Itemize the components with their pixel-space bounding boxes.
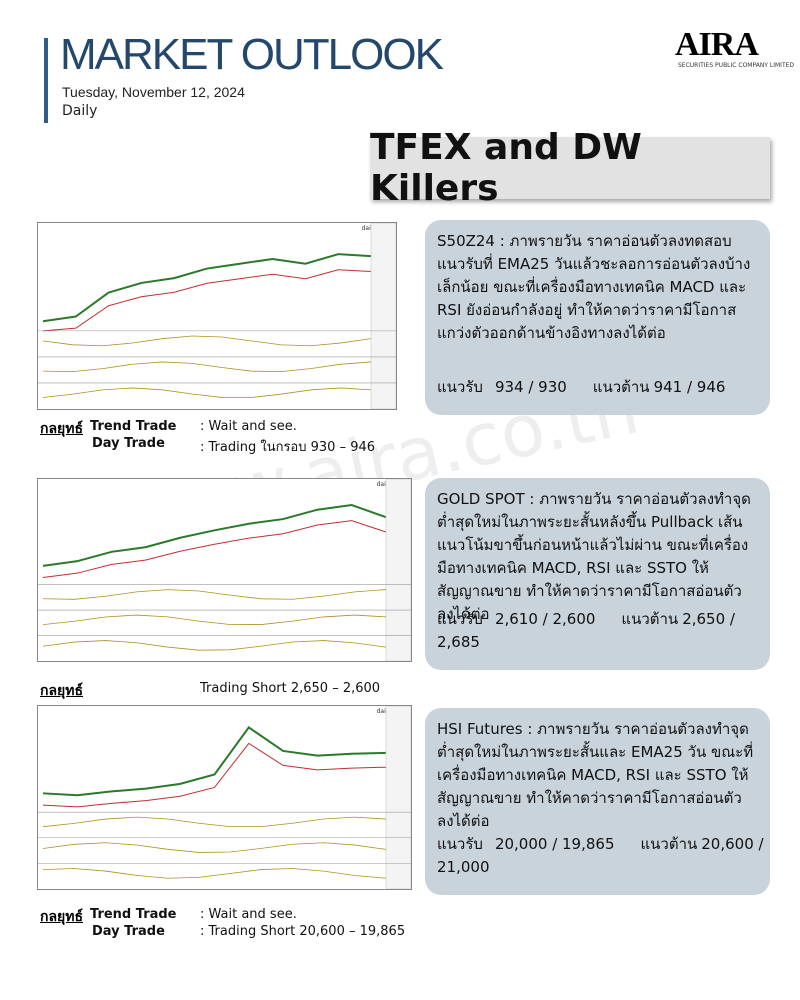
strategy-label: กลยุทธ์ <box>40 909 84 925</box>
support-label: แนวรับ <box>437 610 483 628</box>
chart-shape <box>370 223 396 409</box>
strategy-name: Day Trade <box>92 924 165 939</box>
chart-image: daily <box>37 478 412 662</box>
levels: แนวรับ 20,000 / 19,865 แนวต้าน 20,600 / 21,… <box>437 833 770 879</box>
chart-line <box>42 387 372 398</box>
chart-image: daily <box>37 705 412 890</box>
support: 934 / 930 <box>494 378 567 396</box>
strategy-label: กลยุทธ์ <box>40 683 84 699</box>
strategy-name: Trend Trade <box>90 907 177 922</box>
analysis-box: GOLD SPOT : ภาพรายวัน ราคาอ่อนตัวลงทำจุด… <box>425 478 770 670</box>
chart-image: daily <box>37 222 397 410</box>
resistance-label: แนวต้าน <box>592 378 650 396</box>
resistance-label: แนวต้าน <box>621 610 679 628</box>
logo: AIRA <box>675 26 759 63</box>
date: Tuesday, November 12, 2024 <box>62 84 245 100</box>
chart-drawing <box>38 479 411 661</box>
chart-line <box>42 816 387 828</box>
support-label: แนวรับ <box>437 378 483 396</box>
chart-shape <box>385 706 411 889</box>
chart-label: daily <box>361 225 376 232</box>
analysis-box: HSI Futures : ภาพรายวัน ราคาอ่อนตัวลงทำจ… <box>425 708 770 895</box>
title: MARKET OUTLOOK <box>60 30 444 79</box>
strategy-name: Day Trade <box>92 436 165 451</box>
strategy-text: : Wait and see. <box>200 907 297 922</box>
strategy-name: Trend Trade <box>90 419 177 434</box>
chart-line <box>42 726 387 797</box>
chart-line <box>42 842 387 853</box>
support: 2,610 / 2,600 <box>494 610 596 628</box>
analysis-text: GOLD SPOT : ภาพรายวัน ราคาอ่อนตัวลงทำจุด… <box>437 490 751 623</box>
chart-line <box>42 335 372 347</box>
strategy-text: : Wait and see. <box>200 419 297 434</box>
chart-line <box>42 589 387 600</box>
chart-line <box>42 520 387 579</box>
support: 20,000 / 19,865 <box>494 835 615 853</box>
chart-line <box>42 742 387 808</box>
levels: แนวรับ 934 / 930 แนวต้าน 941 / 946 <box>437 376 725 399</box>
resistance: 2,650 / 2,685 <box>437 610 735 651</box>
resistance: 941 / 946 <box>653 378 726 396</box>
chart-drawing <box>38 223 396 409</box>
chart-line <box>42 640 387 651</box>
header-bar <box>44 38 48 123</box>
resistance: 20,600 / 21,000 <box>437 835 764 876</box>
support-label: แนวรับ <box>437 835 483 853</box>
resistance-label: แนวต้าน <box>640 835 698 853</box>
analysis-text: S50Z24 : ภาพรายวัน ราคาอ่อนตัวลงทดสอบแนว… <box>437 232 751 342</box>
chart-drawing <box>38 706 411 889</box>
chart-line <box>42 253 372 323</box>
chart-line <box>42 868 387 879</box>
section-title: TFEX and DW Killers <box>370 127 770 209</box>
chart-label: daily <box>376 708 391 715</box>
strategy-label: กลยุทธ์ <box>40 421 84 437</box>
strategy-text: : Trading Short 20,600 – 19,865 <box>200 924 406 939</box>
strategy-text: Trading Short 2,650 – 2,600 <box>200 681 381 696</box>
logo-subtitle: SECURITIES PUBLIC COMPANY LIMITED <box>678 62 795 69</box>
strategy-text: : Trading ในกรอบ 930 – 946 <box>200 440 376 455</box>
levels: แนวรับ 2,610 / 2,600 แนวต้าน 2,650 / 2,685 <box>437 608 770 654</box>
chart-shape <box>385 479 411 661</box>
chart-line <box>42 269 372 332</box>
chart-line <box>42 361 372 373</box>
frequency: Daily <box>62 103 98 119</box>
chart-line <box>42 614 387 625</box>
chart-line <box>42 504 387 567</box>
analysis-text: HSI Futures : ภาพรายวัน ราคาอ่อนตัวลงทำจ… <box>437 720 754 830</box>
analysis-box: S50Z24 : ภาพรายวัน ราคาอ่อนตัวลงทดสอบแนว… <box>425 220 770 415</box>
chart-label: daily <box>376 481 391 488</box>
